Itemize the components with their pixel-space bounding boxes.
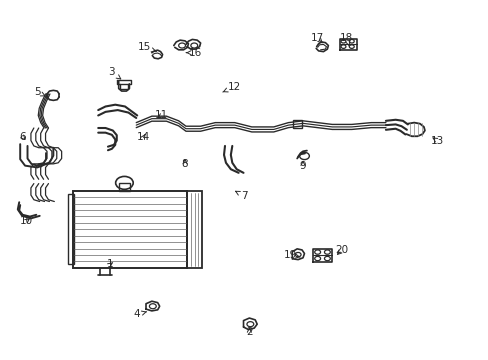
Bar — [68, 194, 74, 264]
Bar — [118, 183, 130, 191]
Text: 6: 6 — [20, 132, 26, 142]
Text: 17: 17 — [310, 33, 324, 43]
Bar — [293, 121, 302, 129]
Text: 10: 10 — [20, 216, 33, 226]
Text: 8: 8 — [182, 159, 188, 169]
Text: 7: 7 — [235, 191, 247, 201]
Text: 15: 15 — [138, 42, 156, 52]
Bar — [73, 191, 187, 268]
Text: 5: 5 — [34, 87, 46, 97]
Text: 20: 20 — [335, 245, 348, 255]
Text: 19: 19 — [284, 250, 300, 260]
Text: 13: 13 — [429, 136, 443, 145]
Text: 3: 3 — [108, 67, 121, 79]
Text: 2: 2 — [245, 327, 252, 337]
Text: 1: 1 — [107, 259, 114, 269]
Text: 16: 16 — [186, 48, 202, 58]
Text: 4: 4 — [134, 310, 146, 319]
Bar — [187, 191, 202, 268]
Text: 18: 18 — [340, 33, 353, 46]
Text: 14: 14 — [137, 132, 150, 142]
Text: 11: 11 — [155, 111, 168, 121]
Text: 9: 9 — [299, 161, 305, 171]
Text: 12: 12 — [223, 82, 241, 92]
